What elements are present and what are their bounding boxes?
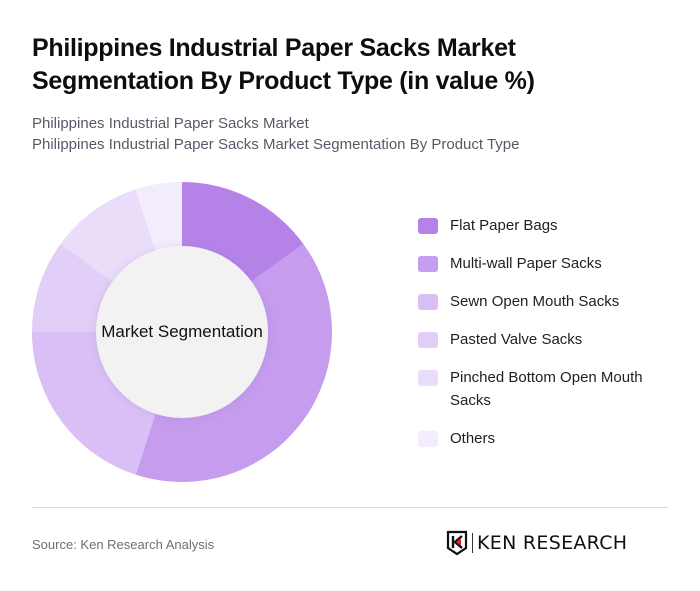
legend-item: Sewn Open Mouth Sacks <box>418 290 678 313</box>
donut-center-hole <box>96 246 268 418</box>
legend-swatch-sewn-open-mouth-sacks <box>418 294 438 310</box>
legend-item: Pinched Bottom Open Mouth Sacks <box>418 366 678 412</box>
footer-divider <box>32 507 668 508</box>
donut-chart: Market Segmentation <box>32 182 332 482</box>
legend-label: Sewn Open Mouth Sacks <box>450 293 620 310</box>
legend-label: Others <box>450 430 496 447</box>
donut-chart-svg <box>32 182 332 482</box>
legend-label: Multi-wall Paper Sacks <box>450 255 602 272</box>
chart-legend: Flat Paper Bags Multi-wall Paper Sacks S… <box>418 214 678 465</box>
legend-label: Pinched Bottom Open Mouth Sacks <box>450 369 643 409</box>
chart-subtitle: Philippines Industrial Paper Sacks Marke… <box>32 113 519 155</box>
legend-label: Pasted Valve Sacks <box>450 331 583 348</box>
ken-research-logo: KEN RESEARCH <box>446 530 627 556</box>
subtitle-line-1: Philippines Industrial Paper Sacks Marke… <box>32 115 309 132</box>
legend-item: Multi-wall Paper Sacks <box>418 252 678 275</box>
legend-item: Flat Paper Bags <box>418 214 678 237</box>
legend-swatch-pinched-bottom-open-mouth-sacks <box>418 370 438 386</box>
chart-title: Philippines Industrial Paper Sacks Marke… <box>32 34 535 95</box>
legend-swatch-flat-paper-bags <box>418 218 438 234</box>
subtitle-line-2: Philippines Industrial Paper Sacks Marke… <box>32 136 520 153</box>
legend-item: Pasted Valve Sacks <box>418 328 678 351</box>
legend-swatch-others <box>418 431 438 447</box>
logo-text: KEN RESEARCH <box>477 532 628 554</box>
legend-swatch-multi-wall-paper-sacks <box>418 256 438 272</box>
ken-research-shield-icon <box>446 530 468 556</box>
source-note: Source: Ken Research Analysis <box>32 537 215 552</box>
legend-label: Flat Paper Bags <box>450 217 558 234</box>
legend-item: Others <box>418 427 678 450</box>
logo-separator <box>472 533 473 553</box>
legend-swatch-pasted-valve-sacks <box>418 332 438 348</box>
